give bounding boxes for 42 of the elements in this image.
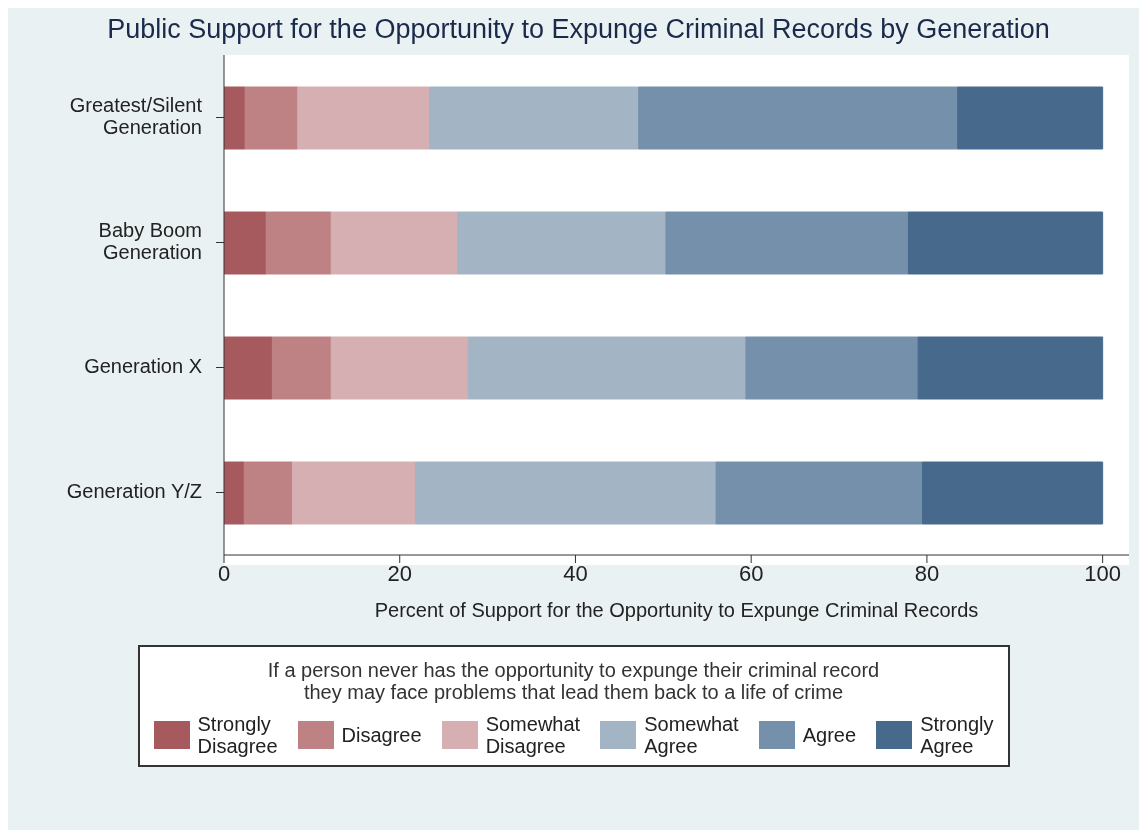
y-tick-label: Generation X (84, 354, 202, 377)
y-tick-label: Generation Y/Z (66, 479, 202, 502)
x-tick-label: 20 (387, 560, 412, 586)
x-tick-label: 0 (217, 560, 231, 586)
bar (745, 336, 919, 400)
bar (917, 336, 1104, 400)
y-tick-label: Baby Boom Generation (98, 218, 202, 263)
bar (957, 86, 1104, 150)
bar (922, 461, 1104, 525)
bar (467, 336, 747, 400)
legend-label: Somewhat Disagree (485, 713, 581, 757)
bar (271, 336, 332, 400)
bar (330, 336, 469, 400)
bar (415, 461, 717, 525)
x-tick-label: 80 (914, 560, 940, 586)
legend-title: If a person never has the opportunity to expunge their criminal record they may face problems that lead them back to a life of crime (266, 659, 881, 703)
legend-label: Agree (802, 724, 857, 746)
bar (715, 461, 924, 525)
bar (224, 336, 273, 400)
bar (224, 211, 267, 275)
bar (330, 211, 459, 275)
bar (638, 86, 959, 150)
bar (292, 461, 417, 525)
bar (429, 86, 640, 150)
bar (297, 86, 431, 150)
x-tick-label: 60 (738, 560, 764, 586)
bar (665, 211, 909, 275)
x-tick-label: 100 (1084, 560, 1121, 586)
legend-label: Disagree (341, 724, 422, 746)
bar (457, 211, 667, 275)
legend-label: Strongly Agree (920, 713, 994, 757)
chart-title: Public Support for the Opportunity to Expunge Criminal Records by Generation (106, 14, 1051, 45)
y-tick-label: Greatest/Silent Generation (69, 93, 203, 138)
legend-label: Strongly Disagree (197, 713, 278, 757)
x-tick-label: 40 (563, 560, 588, 586)
bar (265, 211, 332, 275)
bar (244, 86, 299, 150)
x-axis-title: Percent of Support for the Opportunity to Expunge Criminal Records (374, 599, 979, 621)
bar (907, 211, 1104, 275)
legend-label: Somewhat Agree (644, 713, 739, 757)
bar (243, 461, 294, 525)
bar (224, 461, 245, 525)
